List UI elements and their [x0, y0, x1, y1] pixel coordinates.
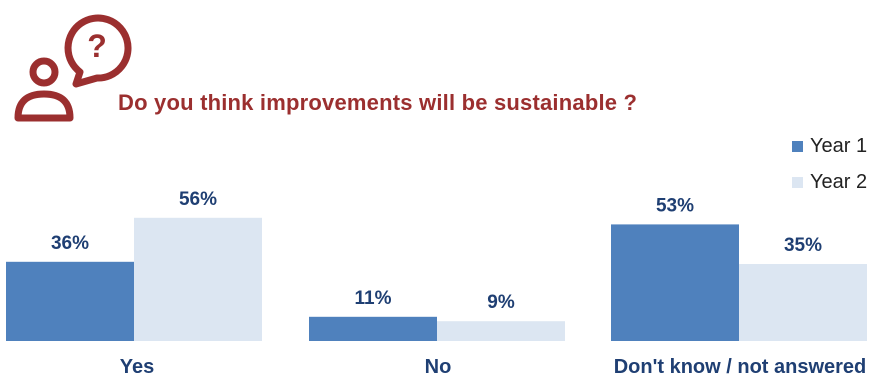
- legend-item-year2: Year 2: [792, 164, 867, 200]
- category-label: Don't know / not answered: [614, 356, 867, 376]
- bar-year1-don-t-know-not-answered: [611, 224, 739, 341]
- value-label: 35%: [784, 235, 822, 256]
- bar-year2-don-t-know-not-answered: [739, 264, 867, 341]
- chart-title: Do you think improvements will be sustai…: [118, 90, 638, 115]
- legend-swatch-year1: [792, 140, 803, 152]
- category-label: No: [425, 356, 452, 376]
- person-question-icon: ?: [10, 8, 135, 126]
- value-label: 56%: [179, 189, 217, 210]
- legend-swatch-year2: [792, 176, 803, 188]
- chart-legend: Year 1 Year 2: [792, 128, 867, 200]
- category-label: Yes: [120, 356, 154, 376]
- bar-year2-yes: [134, 217, 262, 341]
- legend-item-year1: Year 1: [792, 128, 867, 164]
- value-label: 36%: [51, 233, 89, 254]
- bar-year1-yes: [6, 261, 134, 341]
- bar-year1-no: [309, 316, 437, 341]
- value-label: 9%: [487, 292, 515, 313]
- legend-label-year2: Year 2: [810, 170, 868, 193]
- value-label: 53%: [656, 195, 694, 216]
- bar-year2-no: [437, 321, 565, 341]
- value-label: 11%: [355, 288, 392, 309]
- legend-label-year1: Year 1: [810, 134, 868, 157]
- svg-text:?: ?: [87, 28, 107, 64]
